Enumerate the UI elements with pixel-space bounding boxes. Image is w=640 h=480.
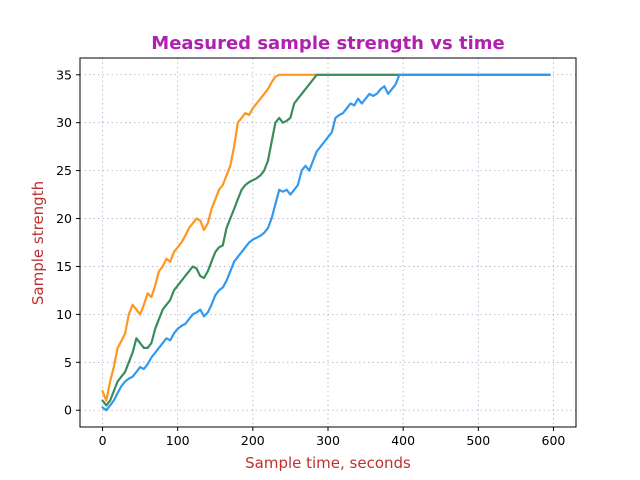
series-layer	[101, 73, 551, 412]
x-tick-label: 200	[241, 433, 265, 448]
y-tick-label: 10	[56, 307, 72, 322]
y-tick-label: 20	[56, 211, 72, 226]
series-line-1	[101, 73, 551, 402]
chart-title: Measured sample strength vs time	[151, 33, 504, 54]
x-tick-label: 100	[166, 433, 190, 448]
y-tick-label: 15	[56, 259, 72, 274]
y-tick-label: 25	[56, 163, 72, 178]
series-line-2	[101, 73, 551, 407]
y-axis-label: Sample strength	[29, 181, 47, 305]
x-tick-label: 600	[542, 433, 566, 448]
series-line-3	[101, 73, 551, 412]
y-tick-label: 0	[64, 403, 72, 418]
y-tick-label: 30	[56, 115, 72, 130]
x-axis-label: Sample time, seconds	[245, 454, 411, 472]
grid	[80, 58, 576, 427]
x-tick-label: 300	[316, 433, 340, 448]
x-tick-label: 0	[99, 433, 107, 448]
y-tick-label: 5	[64, 355, 72, 370]
x-axis-ticks: 0 100 200 300 400 500 600	[99, 427, 566, 448]
y-axis-ticks: 0 5 10 15 20 25 30 35	[56, 67, 80, 418]
x-tick-label: 400	[391, 433, 415, 448]
y-tick-label: 35	[56, 67, 72, 82]
x-tick-label: 500	[466, 433, 490, 448]
